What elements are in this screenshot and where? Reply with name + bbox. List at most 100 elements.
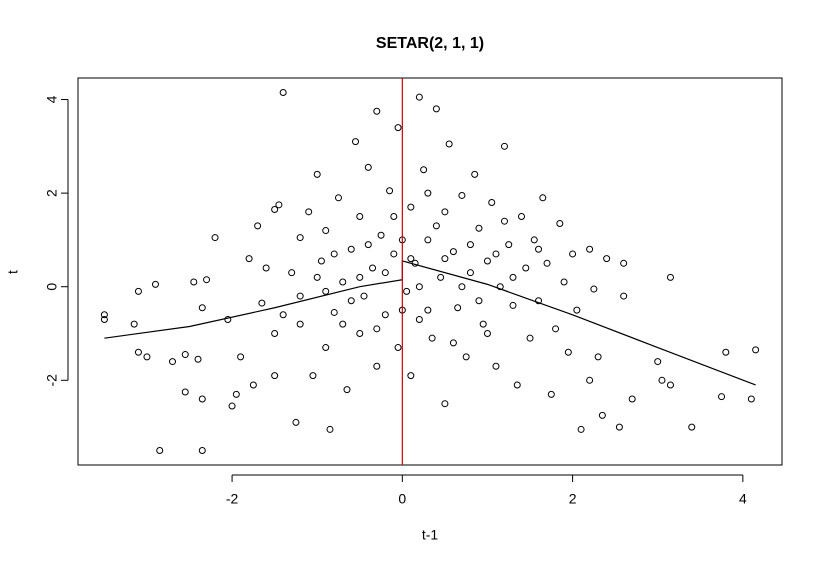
point [666, 381, 674, 389]
point [373, 362, 381, 370]
point [539, 194, 547, 202]
point [471, 170, 479, 178]
x-tick-label: 0 [398, 491, 406, 507]
fit-line [104, 260, 756, 386]
point [475, 224, 483, 232]
point [747, 395, 755, 403]
point [449, 339, 457, 347]
point [292, 418, 300, 426]
point [718, 393, 726, 401]
point [513, 381, 521, 389]
x-tick-label: 4 [739, 491, 747, 507]
point [373, 325, 381, 333]
point [654, 358, 662, 366]
point [466, 241, 474, 249]
point [296, 234, 304, 242]
point [466, 269, 474, 277]
point [454, 304, 462, 312]
point [458, 283, 466, 291]
point [279, 311, 287, 319]
point [428, 334, 436, 342]
point [620, 259, 628, 267]
point [168, 358, 176, 366]
point [496, 283, 504, 291]
point [326, 425, 334, 433]
point [415, 283, 423, 291]
point [403, 287, 411, 295]
point [543, 259, 551, 267]
x-tick-label: -2 [226, 491, 239, 507]
point [424, 236, 432, 244]
point [296, 292, 304, 300]
point [309, 372, 317, 380]
point [330, 308, 338, 316]
point [381, 311, 389, 319]
point [369, 264, 377, 272]
point [249, 381, 257, 389]
point [530, 236, 538, 244]
point [330, 250, 338, 258]
point [594, 353, 602, 361]
point [190, 278, 198, 286]
point [505, 241, 513, 249]
point [296, 320, 304, 328]
point [603, 255, 611, 263]
point [628, 395, 636, 403]
point [573, 306, 581, 314]
y-axis-label: t [5, 270, 21, 274]
point [271, 330, 279, 338]
point [441, 400, 449, 408]
point [347, 245, 355, 253]
point [564, 348, 572, 356]
point [522, 264, 530, 272]
point [181, 351, 189, 359]
point [271, 205, 279, 213]
point [356, 273, 364, 281]
y-tick-label: 2 [44, 189, 60, 197]
point [479, 320, 487, 328]
point [181, 388, 189, 396]
point [598, 411, 606, 419]
point [194, 355, 202, 363]
point [449, 248, 457, 256]
chart-title: SETAR(2, 1, 1) [376, 35, 484, 52]
point [373, 107, 381, 115]
point [237, 353, 245, 361]
point [232, 390, 240, 398]
point [211, 234, 219, 242]
point [322, 227, 330, 235]
point [547, 390, 555, 398]
point [560, 278, 568, 286]
point [415, 315, 423, 323]
x-axis-label: t-1 [422, 527, 439, 543]
point [198, 395, 206, 403]
point [364, 241, 372, 249]
point [500, 217, 508, 225]
point [352, 138, 360, 146]
point [441, 208, 449, 216]
point [134, 348, 142, 356]
point [488, 198, 496, 206]
point [552, 325, 560, 333]
point [245, 255, 253, 263]
point [590, 285, 598, 293]
point [390, 250, 398, 258]
point [577, 425, 585, 433]
point [500, 142, 508, 150]
point [334, 194, 342, 202]
point [658, 376, 666, 384]
point [535, 245, 543, 253]
point [356, 330, 364, 338]
point [483, 330, 491, 338]
point [322, 287, 330, 295]
point [407, 372, 415, 380]
y-tick-label: 0 [44, 283, 60, 291]
point [518, 213, 526, 221]
point [151, 280, 159, 288]
point [339, 278, 347, 286]
point [492, 362, 500, 370]
point [343, 386, 351, 394]
point [339, 320, 347, 328]
point [322, 344, 330, 352]
point [615, 423, 623, 431]
